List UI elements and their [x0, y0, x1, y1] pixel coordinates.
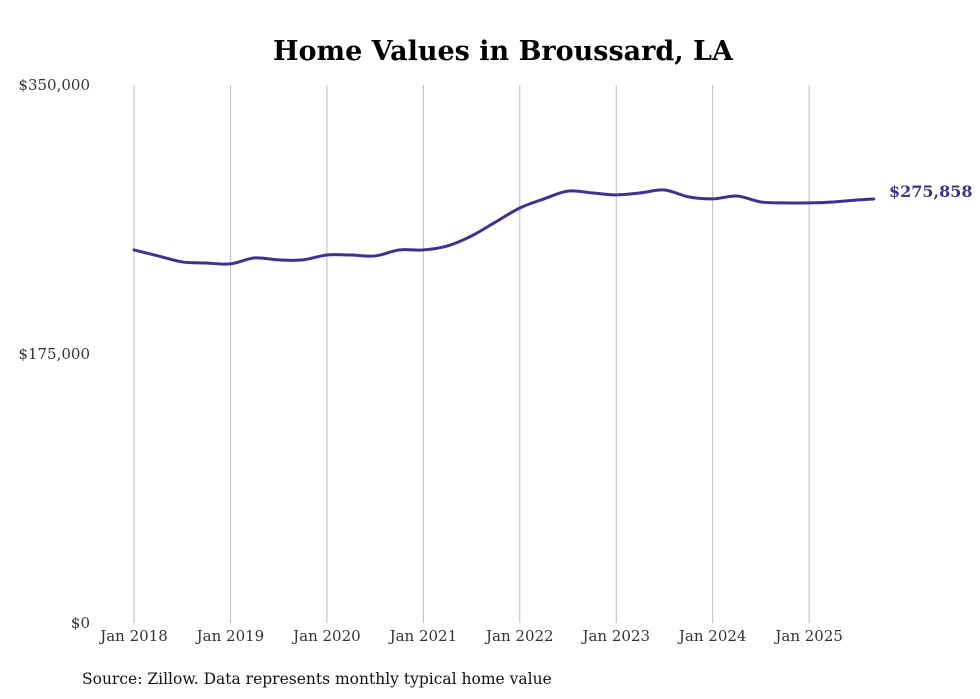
x-tick-label: Jan 2019	[195, 627, 265, 645]
end-value-label: $275,858	[889, 182, 973, 201]
x-tick-label: Jan 2024	[677, 627, 747, 645]
x-tick-label: Jan 2021	[388, 627, 458, 645]
source-note: Source: Zillow. Data represents monthly …	[82, 670, 552, 688]
x-tick-label: Jan 2020	[291, 627, 361, 645]
y-tick-label: $0	[71, 614, 90, 632]
x-tick-label: Jan 2022	[484, 627, 554, 645]
y-tick-label: $350,000	[18, 76, 90, 94]
x-tick-label: Jan 2025	[773, 627, 843, 645]
chart-title: Home Values in Broussard, LA	[273, 36, 734, 67]
x-tick-label: Jan 2018	[98, 627, 168, 645]
y-tick-label: $175,000	[18, 345, 90, 363]
x-tick-label: Jan 2023	[580, 627, 650, 645]
series-line	[132, 188, 876, 266]
